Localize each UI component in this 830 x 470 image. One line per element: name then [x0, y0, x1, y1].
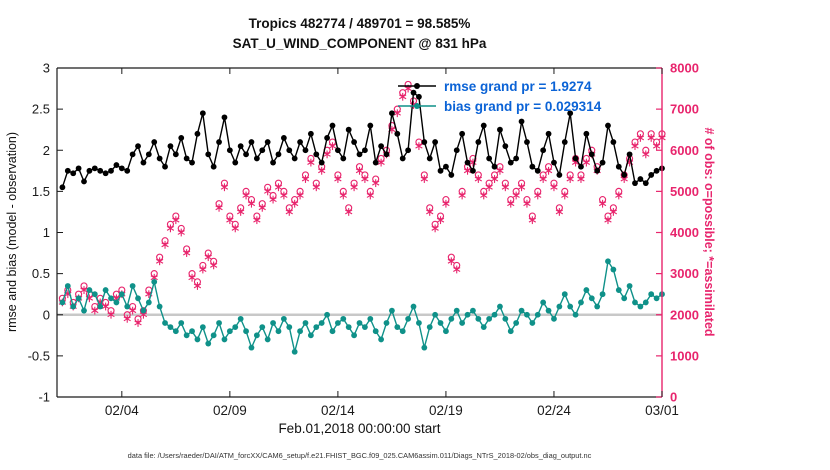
svg-text:03/01: 03/01 [645, 403, 679, 418]
rmse-legend-marker-icon [398, 83, 436, 89]
svg-text:-0.5: -0.5 [28, 348, 50, 363]
svg-text:02/14: 02/14 [321, 403, 355, 418]
chart-title-line1: Tropics 482774 / 489701 = 98.585% [248, 16, 471, 31]
svg-text:0.5: 0.5 [32, 266, 50, 281]
svg-text:0: 0 [43, 307, 50, 322]
svg-text:02/04: 02/04 [105, 403, 139, 418]
datafile-caption: data file: /Users/raeder/DAI/ATM_forcXX/… [127, 451, 592, 460]
svg-text:8000: 8000 [670, 61, 699, 76]
svg-text:02/19: 02/19 [429, 403, 463, 418]
left-axis-label: rmse and bias (model - observation) [5, 131, 19, 333]
svg-text:2000: 2000 [670, 307, 699, 322]
bias-legend-marker-icon [398, 103, 436, 109]
legend-item-bias: bias grand pr = 0.029314 [396, 96, 601, 116]
svg-text:1000: 1000 [670, 348, 699, 363]
svg-text:6000: 6000 [670, 143, 699, 158]
chart-legend: rmse grand pr = 1.9274 bias grand pr = 0.… [396, 76, 601, 116]
svg-text:2: 2 [43, 143, 50, 158]
svg-text:1.5: 1.5 [32, 184, 50, 199]
legend-label-bias: bias grand pr = 0.029314 [444, 98, 602, 114]
svg-text:1: 1 [43, 225, 50, 240]
svg-text:5000: 5000 [670, 184, 699, 199]
legend-label-rmse: rmse grand pr = 1.9274 [444, 78, 592, 94]
svg-text:4000: 4000 [670, 225, 699, 240]
svg-text:2.5: 2.5 [32, 102, 50, 117]
legend-item-rmse: rmse grand pr = 1.9274 [396, 76, 601, 96]
x-axis-label: Feb.01,2018 00:00:00 start [278, 421, 441, 436]
right-axis-label: # of obs: o=possible; *=assimilated [702, 127, 716, 337]
svg-text:-1: -1 [38, 390, 50, 405]
chart-title: Tropics 482774 / 489701 = 98.585% SAT_U_… [57, 14, 662, 54]
svg-text:3000: 3000 [670, 266, 699, 281]
chart-title-line2: SAT_U_WIND_COMPONENT @ 831 hPa [232, 36, 487, 51]
svg-text:3: 3 [43, 61, 50, 76]
svg-text:02/24: 02/24 [537, 403, 571, 418]
svg-text:0: 0 [670, 390, 677, 405]
svg-text:02/09: 02/09 [213, 403, 247, 418]
svg-text:7000: 7000 [670, 102, 699, 117]
